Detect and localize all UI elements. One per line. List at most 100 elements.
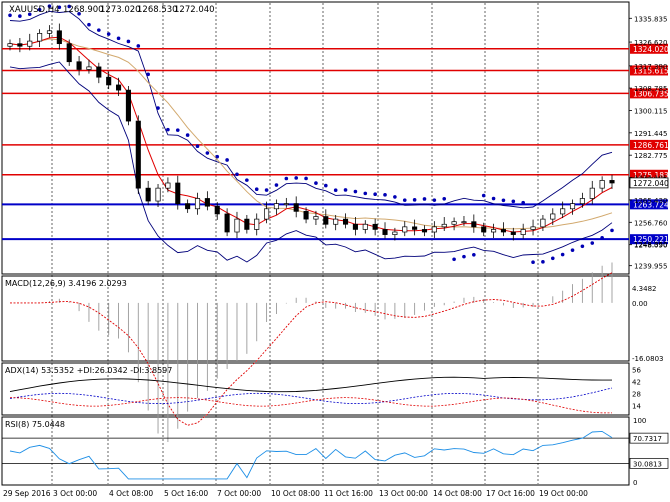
candle-body (471, 221, 477, 228)
sar-dot (560, 252, 565, 257)
candle-body (214, 205, 220, 215)
sar-dot (491, 196, 496, 201)
sar-dot (27, 12, 32, 17)
sar-dot (225, 158, 229, 162)
rsi-level-box (629, 432, 669, 444)
candle-body (194, 198, 201, 210)
candle-body (451, 221, 457, 225)
sar-dot (126, 39, 131, 44)
candle-body (441, 223, 447, 228)
macd-layer (10, 262, 613, 442)
candle-body (333, 218, 339, 225)
rsi-label: RSI(8) 75.0448 (5, 420, 65, 429)
candle-body (510, 231, 516, 235)
sar-dot (531, 260, 535, 264)
x-axis-label: 11 Oct 16:00 (324, 489, 373, 498)
x-axis-label: 3 Oct 00:00 (53, 489, 97, 498)
macd-tick-label: 4.3482 (632, 285, 657, 293)
x-axis-label: 4 Oct 08:00 (109, 489, 153, 498)
level-label-bg (630, 199, 668, 210)
sar-dot (541, 260, 545, 264)
sar-dot (87, 22, 91, 27)
level-label-bg (630, 43, 668, 54)
sar-dot (501, 198, 506, 203)
candle-body (273, 203, 280, 210)
price-tick-label: 1308.785 (634, 85, 667, 93)
sar-dot (215, 154, 220, 159)
sar-dot (472, 253, 476, 257)
adx-tick-label: 28 (632, 390, 641, 398)
price-extra-label: 1248.350 (634, 241, 667, 249)
sar-dot (37, 7, 42, 12)
adx-panel-frame (1, 362, 630, 416)
macd-tick-label: -16.0803 (632, 355, 663, 363)
upper-band-line (9, 10, 613, 209)
rsi-layer (2, 430, 629, 480)
sar-dot (294, 176, 298, 180)
sar-dot (185, 133, 190, 137)
sar-dot (353, 189, 358, 194)
rsi-tick-label: 30.0813 (633, 460, 662, 468)
sar-dot (264, 188, 269, 192)
sar-dot (314, 181, 318, 185)
sar-dot (590, 241, 595, 245)
candle-body (56, 30, 62, 45)
sar-dot (521, 200, 525, 205)
rsi-tick-label: 100 (633, 417, 646, 425)
sar-dot (363, 191, 368, 196)
candle-body (382, 229, 388, 235)
x-axis-label: 29 Sep 2016 (3, 489, 51, 498)
sar-dot (166, 127, 170, 132)
sar-dot (324, 183, 328, 188)
x-axis-label: 13 Oct 00:00 (379, 489, 428, 498)
rsi-level-box (629, 457, 669, 469)
candle-body (234, 218, 240, 233)
candle-body (402, 226, 408, 233)
sar-dot (254, 187, 259, 192)
x-axis-label: 7 Oct 00:00 (217, 489, 261, 498)
level-label: 1324.020 (633, 45, 669, 54)
sar-dot (195, 144, 200, 149)
sar-dot (452, 257, 456, 262)
sar-dot (235, 172, 239, 177)
candle-body (293, 203, 299, 212)
sar-dot (412, 198, 417, 202)
candle-body (106, 76, 112, 86)
price-tick-label: 1239.955 (634, 263, 667, 271)
sar-dot (274, 183, 279, 187)
candle-body (481, 226, 487, 233)
candle-body (412, 226, 418, 230)
level-label-bg (630, 169, 668, 180)
candle-body (342, 218, 349, 225)
candle-body (135, 120, 141, 189)
level-label: 1286.761 (633, 141, 669, 150)
current-price-box (629, 177, 669, 189)
price-header-open: 1268.900 (63, 5, 104, 15)
candle-body (323, 216, 329, 225)
rsi-tick-label: 0 (633, 479, 637, 487)
candle-body (76, 61, 82, 70)
sar-dot (402, 198, 407, 202)
sar-dot (156, 106, 160, 110)
candle-body (491, 229, 497, 233)
axis-layer: 1324.020 1315.615 1306.735 1286.761 1275.183… (3, 15, 669, 498)
sar-dot (432, 198, 437, 202)
candle-body (421, 229, 428, 233)
sar-dot (600, 236, 604, 240)
candle-body (254, 218, 260, 230)
sar-dot (511, 199, 516, 204)
candle-body (550, 213, 556, 220)
level-label-bg (630, 65, 668, 76)
candle-body (283, 203, 289, 205)
candle-body (530, 226, 536, 230)
candle-body (540, 218, 546, 228)
sar-dot (304, 176, 308, 181)
candle-body (362, 223, 368, 230)
price-header-symbol: XAUUSD,H4 (9, 5, 60, 15)
level-label: 1275.183 (633, 171, 669, 180)
candle-body (520, 229, 526, 235)
price-tick-label: 1282.775 (634, 152, 667, 160)
price-tick-label: 1317.390 (634, 63, 667, 71)
sar-dot (442, 197, 447, 201)
